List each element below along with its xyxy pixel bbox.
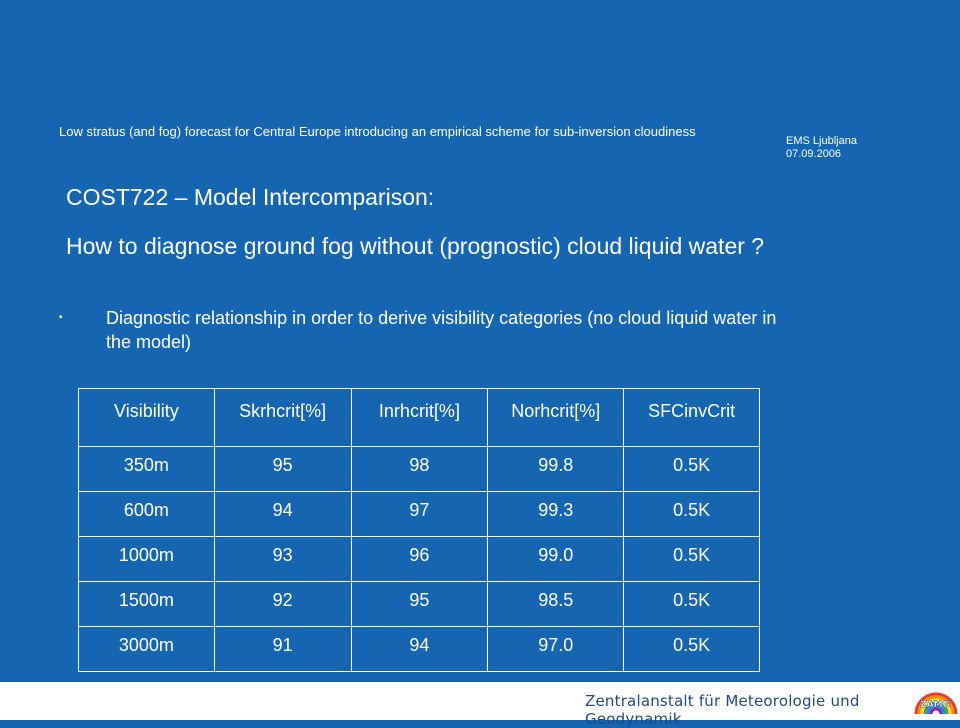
table-row: 350m 95 98 99.8 0.5K — [78, 446, 760, 492]
event-info: EMS Ljubljana 07.09.2006 — [786, 135, 857, 161]
column-header: SFCinvCrit — [623, 388, 760, 447]
table-cell: 3000m — [78, 626, 215, 672]
bullet-item: ▪ Diagnostic relationship in order to de… — [59, 306, 779, 354]
table-cell: 99.8 — [487, 446, 625, 492]
logo-text: ZAMG — [920, 700, 950, 710]
table-cell: 94 — [350, 626, 489, 672]
table-cell: 93 — [213, 536, 352, 582]
bullet-marker-icon: ▪ — [59, 312, 63, 323]
slide-heading: COST722 – Model Intercomparison: — [66, 184, 435, 210]
table-cell: 0.5K — [623, 491, 760, 537]
table-cell: 92 — [213, 581, 352, 627]
table-cell: 97.0 — [487, 626, 625, 672]
table-row: 1000m 93 96 99.0 0.5K — [78, 536, 760, 582]
table-cell: 1500m — [78, 581, 215, 627]
bullet-text: Diagnostic relationship in order to deri… — [106, 308, 777, 352]
table-row: 1500m 92 95 98.5 0.5K — [78, 581, 760, 627]
slide-subheading: How to diagnose ground fog without (prog… — [66, 233, 765, 259]
column-header: Inrhcrit[%] — [350, 388, 489, 447]
table-cell: 97 — [350, 491, 489, 537]
table-cell: 95 — [213, 446, 352, 492]
institute-name: Zentralanstalt für Meteorologie und Geod… — [585, 692, 860, 728]
column-header: Visibility — [78, 388, 215, 447]
table-cell: 91 — [213, 626, 352, 672]
table-row: 3000m 91 94 97.0 0.5K — [78, 626, 760, 672]
event-location: EMS Ljubljana — [786, 135, 857, 147]
event-date: 07.09.2006 — [786, 148, 842, 160]
table-cell: 99.3 — [487, 491, 625, 537]
table-cell: 0.5K — [623, 446, 760, 492]
table-cell: 0.5K — [623, 581, 760, 627]
rainbow-logo-icon: ZAMG — [914, 692, 958, 715]
table-cell: 0.5K — [623, 626, 760, 672]
table-header-row: Visibility Skrhcrit[%] Inrhcrit[%] Norhc… — [78, 388, 760, 447]
presentation-title: Low stratus (and fog) forecast for Centr… — [59, 124, 696, 139]
visibility-criteria-table: Visibility Skrhcrit[%] Inrhcrit[%] Norhc… — [78, 388, 760, 672]
table-row: 600m 94 97 99.3 0.5K — [78, 491, 760, 537]
table-cell: 1000m — [78, 536, 215, 582]
footer-bar — [0, 682, 960, 720]
table-cell: 98 — [350, 446, 489, 492]
table-cell: 94 — [213, 491, 352, 537]
column-header: Skrhcrit[%] — [213, 388, 352, 447]
column-header: Norhcrit[%] — [487, 388, 625, 447]
table-cell: 95 — [350, 581, 489, 627]
table-cell: 96 — [350, 536, 489, 582]
table-cell: 99.0 — [487, 536, 625, 582]
table-cell: 350m — [78, 446, 215, 492]
table-cell: 600m — [78, 491, 215, 537]
table-cell: 98.5 — [487, 581, 625, 627]
table-cell: 0.5K — [623, 536, 760, 582]
